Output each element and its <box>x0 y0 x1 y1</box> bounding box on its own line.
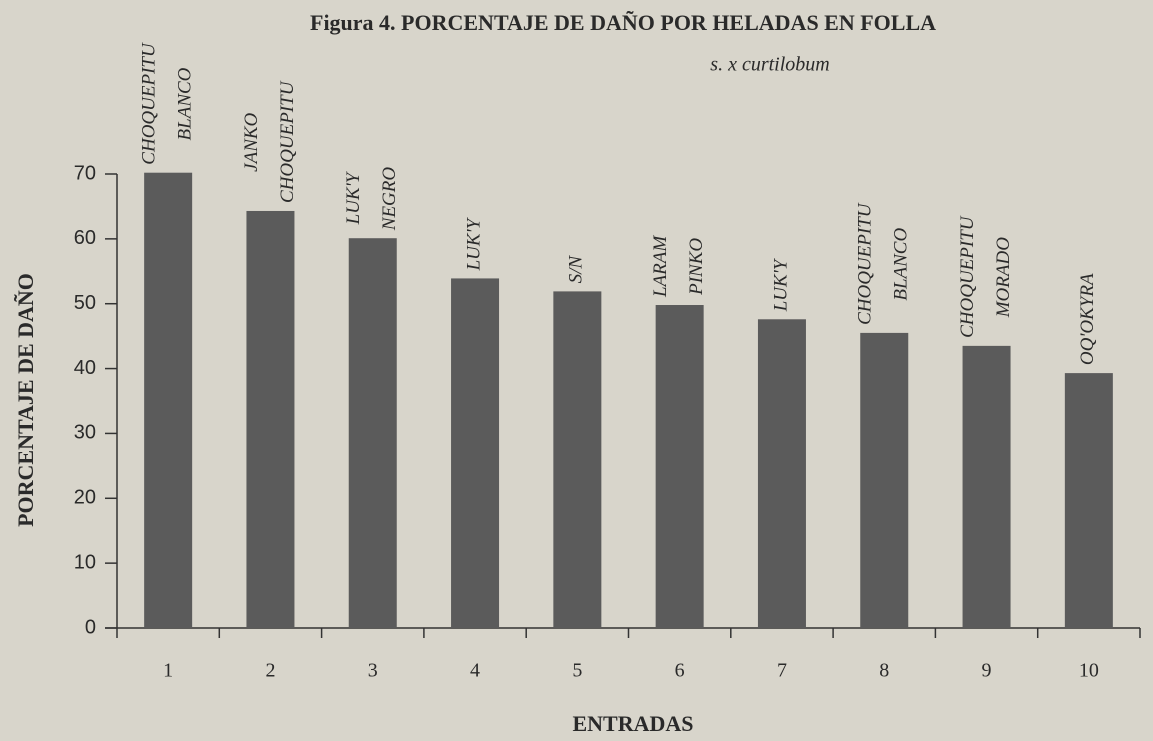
bar <box>1064 373 1113 628</box>
bar <box>553 291 602 628</box>
bar <box>246 210 295 628</box>
y-tick-label: 70 <box>74 162 96 184</box>
y-tick-label: 60 <box>74 227 96 249</box>
y-tick-label: 0 <box>85 616 96 638</box>
bar-annotation: MORADO <box>993 237 1014 318</box>
x-tick-label: 6 <box>675 660 685 682</box>
chart-subtitle: s. x curtilobum <box>710 54 829 76</box>
bar-annotation: JANKO <box>241 112 262 171</box>
y-tick-label: 10 <box>74 551 96 573</box>
y-tick-label: 50 <box>74 292 96 314</box>
bar-annotation: NEGRO <box>379 167 400 232</box>
x-tick-label: 8 <box>879 660 889 682</box>
bar-annotation: S/N <box>566 255 587 284</box>
bar-annotation: LARAM <box>650 235 671 298</box>
chart-title: Figura 4. PORCENTAJE DE DAÑO POR HELADAS… <box>310 10 936 35</box>
x-tick-label: 10 <box>1079 660 1099 682</box>
bar <box>451 278 500 628</box>
bar-annotation: LUK'Y <box>463 216 484 271</box>
y-tick-label: 40 <box>74 357 96 379</box>
x-tick-label: 9 <box>982 660 992 682</box>
bar-annotation: OQ'OKYRA <box>1077 273 1098 365</box>
bar-annotation: CHOQUEPITU <box>855 202 876 325</box>
y-tick-label: 20 <box>74 487 96 509</box>
bar-annotation: LUK'Y <box>770 257 791 312</box>
bar <box>962 345 1011 628</box>
bar-annotation: BLANCO <box>175 67 196 140</box>
bar-annotation: PINKO <box>686 238 707 296</box>
bar-annotation: BLANCO <box>891 228 912 301</box>
x-tick-label: 1 <box>163 660 173 682</box>
bar-annotation: LUK'Y <box>343 170 364 225</box>
bar <box>860 332 909 628</box>
y-axis-label: PORCENTAJE DE DAÑO <box>13 273 38 527</box>
bar-annotation: CHOQUEPITU <box>139 42 160 165</box>
y-tick-label: 30 <box>74 422 96 444</box>
bar <box>348 238 397 629</box>
x-tick-label: 3 <box>368 660 378 682</box>
bar-annotation: CHOQUEPITU <box>957 215 978 338</box>
bar-annotation: CHOQUEPITU <box>277 80 298 203</box>
x-tick-label: 2 <box>265 660 275 682</box>
x-axis-label: ENTRADAS <box>572 711 693 736</box>
x-tick-label: 4 <box>470 660 480 682</box>
bar <box>144 172 193 628</box>
bar <box>655 305 704 628</box>
x-tick-label: 7 <box>777 660 787 682</box>
bar <box>757 319 806 628</box>
x-tick-label: 5 <box>572 660 582 682</box>
